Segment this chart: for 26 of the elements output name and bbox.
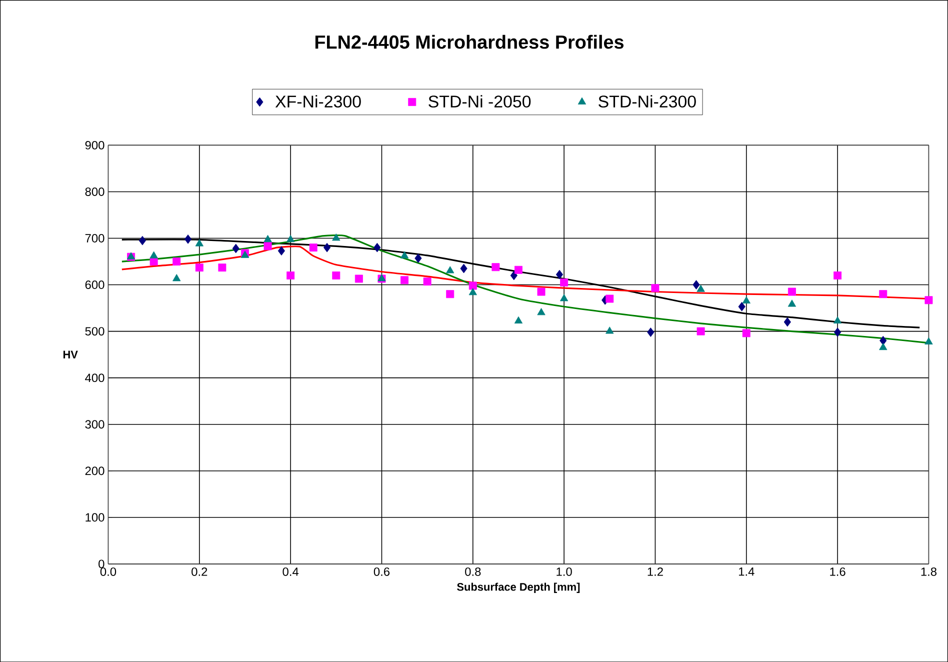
legend-label: STD-Ni -2050 [428,95,531,108]
x-tick-label: 1.4 [738,567,754,576]
x-tick-label: 0.8 [465,567,481,576]
x-axis-title: Subsurface Depth [mm] [457,582,580,593]
y-axis-title: HV [63,350,78,358]
y-tick-label: 300 [85,420,104,428]
y-tick-label: 500 [85,327,104,336]
legend-label: XF-Ni-2300 [275,95,361,108]
x-tick-label: 1.2 [648,567,663,576]
x-tick-label: 1.6 [830,567,846,576]
chart-title: FLN2-4405 Microhardness Profiles [315,34,624,49]
x-tick-label: 0.2 [192,567,208,576]
x-tick-label: 0.0 [100,567,116,576]
x-tick-label: 0.4 [282,567,299,576]
y-tick-label: 900 [85,140,104,150]
x-tick-label: 0.6 [374,567,390,576]
legend-label: STD-Ni-2300 [598,95,696,108]
y-tick-label: 0 [98,560,104,568]
x-tick-label: 1.8 [921,567,936,576]
y-tick-label: 600 [85,280,104,289]
y-tick-label: 700 [85,234,104,242]
x-tick-label: 1.0 [556,567,572,576]
y-tick-label: 100 [86,513,104,522]
y-tick-label: 400 [85,374,104,382]
y-tick-label: 800 [85,187,104,196]
y-tick-label: 200 [85,466,104,476]
